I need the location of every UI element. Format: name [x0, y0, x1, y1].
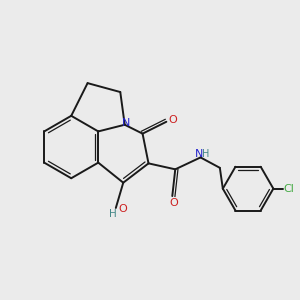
- Text: Cl: Cl: [284, 184, 294, 194]
- Text: O: O: [169, 198, 178, 208]
- Text: O: O: [118, 204, 127, 214]
- Text: N: N: [122, 118, 130, 128]
- Text: H: H: [202, 149, 210, 159]
- Text: O: O: [169, 115, 177, 125]
- Text: H: H: [109, 209, 117, 220]
- Text: N: N: [195, 149, 203, 159]
